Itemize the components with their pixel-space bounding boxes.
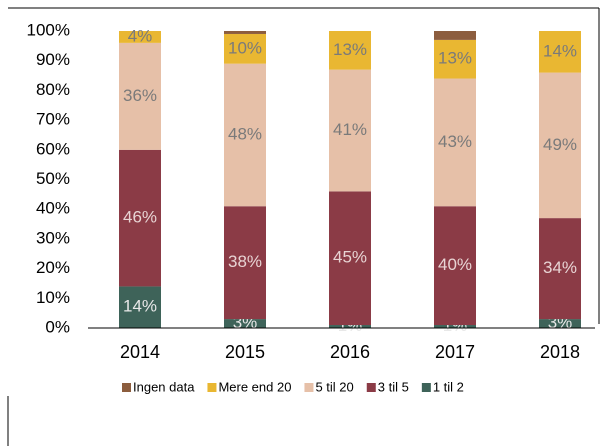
legend-label: Mere end 20	[218, 379, 291, 394]
data-label: 46%	[123, 208, 157, 227]
data-label: 36%	[123, 86, 157, 105]
data-label: 4%	[128, 26, 153, 45]
legend-label: 5 til 20	[315, 379, 353, 394]
data-label: 43%	[438, 132, 472, 151]
bar-segment	[224, 206, 266, 320]
data-label: 34%	[543, 258, 577, 277]
y-tick-label: 80%	[36, 80, 70, 99]
bar-segment	[119, 31, 161, 43]
bar-segment	[119, 42, 161, 150]
legend-label: 3 til 5	[378, 379, 409, 394]
data-label: 13%	[333, 40, 367, 59]
bar-segment	[329, 191, 371, 326]
y-tick-label: 20%	[36, 258, 70, 277]
data-label: 10%	[228, 38, 262, 57]
data-label: 14%	[123, 297, 157, 316]
bar-segment	[539, 218, 581, 320]
data-label: 41%	[333, 120, 367, 139]
bar-segment	[119, 149, 161, 287]
bar-segment	[224, 31, 266, 34]
bar-segment	[539, 31, 581, 73]
bar-segment	[434, 39, 476, 79]
x-tick-label: 2014	[120, 342, 160, 362]
data-label: 13%	[438, 49, 472, 68]
legend-swatch	[366, 383, 376, 392]
bar-segment	[539, 319, 581, 328]
bar-segment	[539, 72, 581, 219]
bar-segment	[119, 286, 161, 328]
y-tick-label: 60%	[36, 139, 70, 158]
y-tick-label: 30%	[36, 228, 70, 247]
data-label: 49%	[543, 135, 577, 154]
legend-label: Ingen data	[133, 379, 195, 394]
x-tick-label: 2017	[435, 342, 475, 362]
bar-segment	[224, 63, 266, 207]
x-tick-label: 2018	[540, 342, 580, 362]
bar-segment	[224, 319, 266, 328]
legend-swatch	[122, 383, 131, 392]
x-tick-label: 2015	[225, 342, 265, 362]
legend-swatch	[207, 383, 217, 392]
bar-segment	[434, 325, 476, 328]
y-tick-label: 40%	[36, 199, 70, 218]
bar-segment	[224, 33, 266, 64]
x-tick-label: 2016	[330, 342, 370, 362]
data-label: 45%	[333, 248, 367, 267]
bar-segment	[434, 206, 476, 326]
bar-segment	[434, 31, 476, 40]
bar-segment	[434, 78, 476, 207]
data-label: 14%	[543, 41, 577, 60]
data-label: 38%	[228, 252, 262, 271]
y-tick-label: 70%	[36, 110, 70, 129]
legend-swatch	[421, 383, 431, 392]
bar-segment	[329, 69, 371, 192]
data-label: 48%	[228, 124, 262, 143]
bar-segment	[329, 325, 371, 328]
y-tick-label: 90%	[36, 50, 70, 69]
y-tick-label: 100%	[27, 20, 70, 39]
legend-label: 1 til 2	[433, 379, 464, 394]
bar-segment	[329, 31, 371, 70]
y-tick-label: 10%	[36, 288, 70, 307]
y-tick-label: 0%	[45, 317, 70, 336]
y-tick-label: 50%	[36, 169, 70, 188]
data-label: 40%	[438, 255, 472, 274]
legend-swatch	[304, 383, 314, 392]
